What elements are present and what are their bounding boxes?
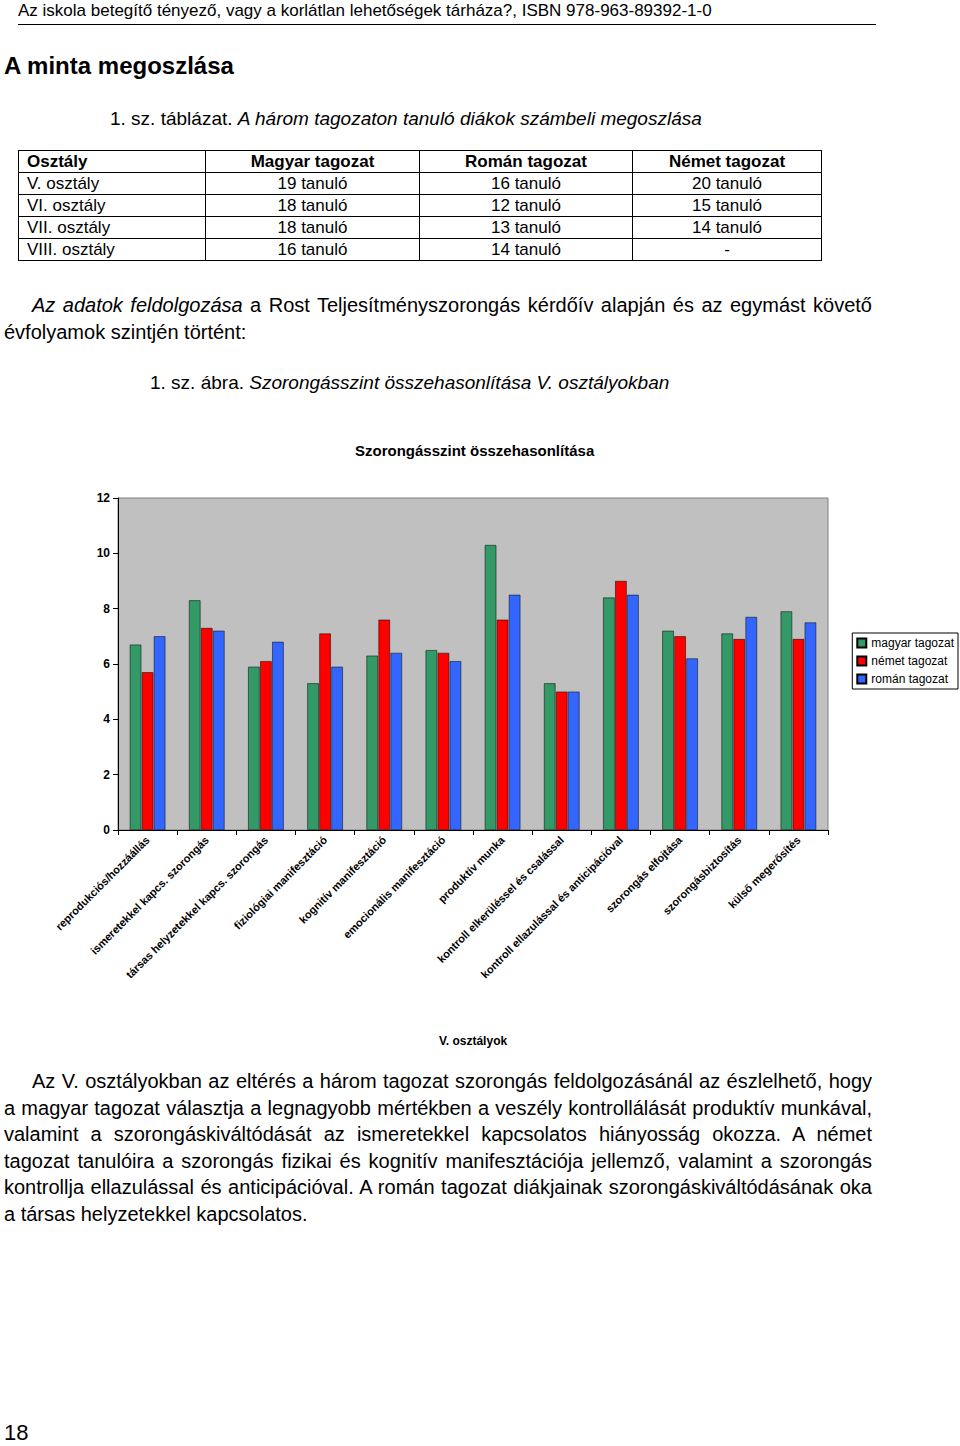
svg-text:szorongás elfojtása: szorongás elfojtása [603, 833, 685, 915]
svg-text:kontroll ellazulással és antic: kontroll ellazulással és anticipációval [478, 833, 626, 981]
svg-text:kognitív manifesztáció: kognitív manifesztáció [296, 833, 389, 926]
svg-text:román tagozat: román tagozat [871, 672, 948, 686]
svg-text:kontroll elkerüléssel és csalá: kontroll elkerüléssel és csalással [435, 834, 566, 965]
html-text:20 tanuló: 20 tanuló [692, 174, 762, 193]
html-text:16 tanuló: 16 tanuló [277, 240, 348, 259]
html-text:VII. osztály: VII. osztály [27, 218, 111, 237]
svg-text:6: 6 [103, 657, 110, 671]
svg-text:2: 2 [103, 768, 110, 782]
html-text:VIII. osztály: VIII. osztály [27, 240, 115, 259]
svg-text:társas helyzetekkel kapcs. szo: társas helyzetekkel kapcs. szorongás [123, 833, 271, 981]
html-text:V. osztály: V. osztály [27, 174, 100, 193]
html-text:Német tagozat: Német tagozat [668, 152, 786, 171]
svg-text:12: 12 [97, 491, 111, 505]
html-text:16 tanuló: 16 tanuló [491, 174, 561, 193]
html-text:15 tanuló: 15 tanuló [692, 196, 762, 215]
svg-text:8: 8 [103, 602, 110, 616]
svg-text:külső megerősítés: külső megerősítés [726, 834, 803, 911]
svg-text:produktív munka: produktív munka [435, 833, 507, 905]
html-text:Osztály: Osztály [27, 152, 88, 171]
svg-text:német tagozat: német tagozat [871, 654, 948, 668]
svg-text:szorongásbiztosítás: szorongásbiztosítás [660, 833, 744, 917]
html-text:A minta megoszlása: A minta megoszlása [4, 52, 234, 79]
html-text:14 tanuló: 14 tanuló [491, 240, 561, 259]
svg-text:10: 10 [97, 546, 111, 560]
svg-text:V. osztályok: V. osztályok [439, 1034, 508, 1048]
svg-text:4: 4 [103, 712, 110, 726]
html-text:1. sz. táblázat. A három tagoz: 1. sz. táblázat. A három tagozaton tanul… [110, 108, 702, 129]
html-text:Az iskola betegítő tényező, va: Az iskola betegítő tényező, vagy a korlá… [18, 1, 712, 20]
html-text:14 tanuló: 14 tanuló [692, 218, 762, 237]
html-text:Az adatok feldolgozása a Rost: Az adatok feldolgozása a Rost Teljesítmé… [4, 294, 872, 343]
svg-text:Szorongásszint összehasonlítás: Szorongásszint összehasonlítása [355, 442, 595, 459]
html-text:13 tanuló: 13 tanuló [491, 218, 561, 237]
html-text:Román tagozat: Román tagozat [465, 152, 587, 171]
html-text:19 tanuló: 19 tanuló [277, 174, 348, 193]
html-text:18 tanuló: 18 tanuló [277, 196, 348, 215]
svg-text:reprodukciós/hozzáállás: reprodukciós/hozzáállás [53, 834, 152, 933]
html-text:18: 18 [4, 1420, 29, 1445]
svg-text:fiziológiai manifesztáció: fiziológiai manifesztáció [232, 834, 330, 932]
html-text:Az V. osztályokban az eltérés: Az V. osztályokban az eltérés a három ta… [4, 1070, 872, 1225]
svg-text:0: 0 [103, 823, 110, 837]
svg-text:emocionális manifesztáció: emocionális manifesztáció [341, 834, 448, 941]
svg-text:magyar tagozat: magyar tagozat [871, 636, 954, 650]
svg-text:ismeretekkel kapcs. szorongás: ismeretekkel kapcs. szorongás [88, 834, 211, 957]
html-text:18 tanuló: 18 tanuló [277, 218, 348, 237]
html-text:12 tanuló: 12 tanuló [491, 196, 561, 215]
html-text:Magyar tagozat: Magyar tagozat [250, 152, 375, 171]
html-text:VI. osztály: VI. osztály [27, 196, 106, 215]
html-text:1. sz. ábra. Szorongásszint ös: 1. sz. ábra. Szorongásszint összehasonlí… [150, 372, 670, 393]
